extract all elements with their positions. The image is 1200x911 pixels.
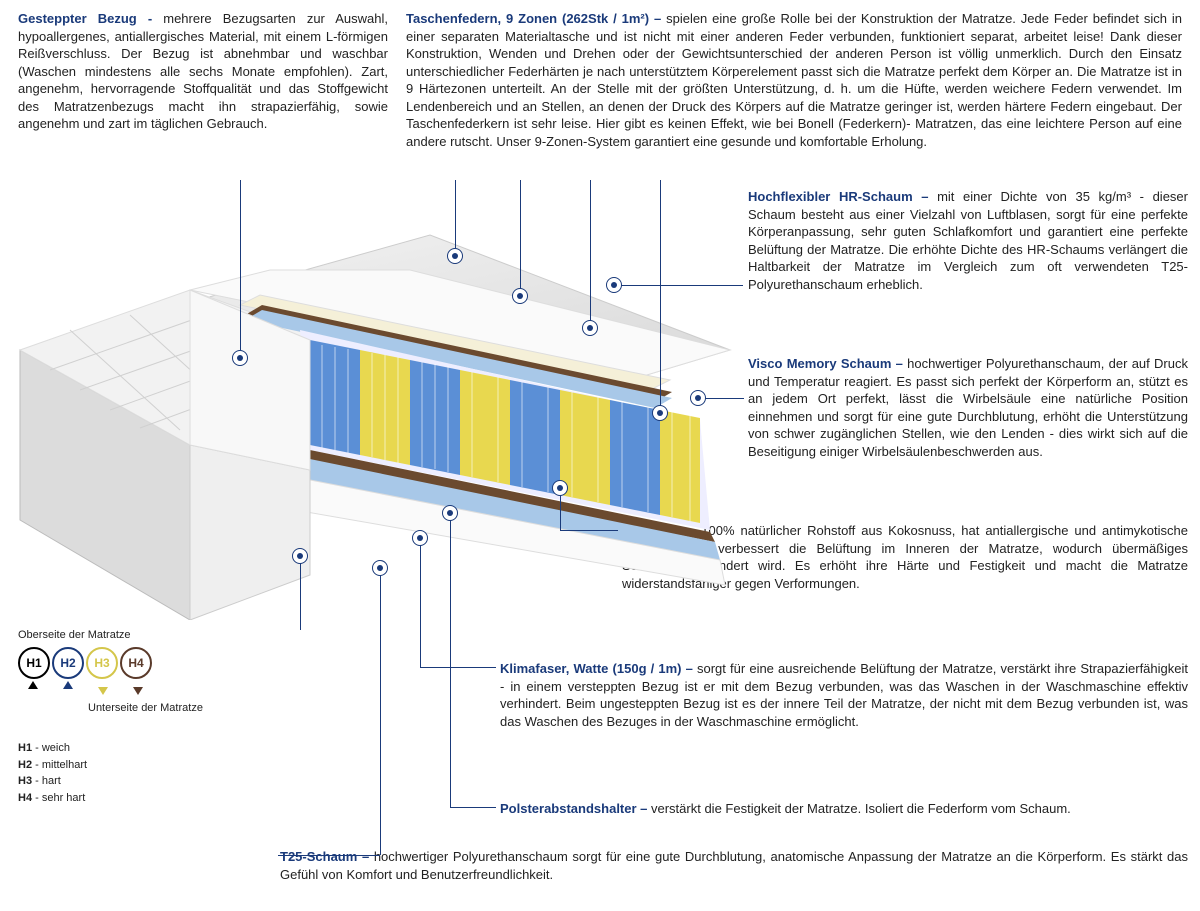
block-t25: T25-Schaum – hochwertiger Polyurethansch… xyxy=(280,848,1188,883)
callout-dot-icon xyxy=(512,288,528,304)
callout-line xyxy=(660,180,661,410)
callout-dot-icon xyxy=(412,530,428,546)
heading-cover: Gesteppter Bezug - xyxy=(18,11,163,26)
callout-dot-icon xyxy=(606,277,622,293)
legend-arrows-icon xyxy=(18,681,163,699)
callout-line xyxy=(455,180,456,250)
callout-dot-icon xyxy=(442,505,458,521)
callout-line xyxy=(240,180,241,350)
block-cover: Gesteppter Bezug - mehrere Bezugsarten z… xyxy=(18,10,388,150)
callout-line xyxy=(420,667,496,668)
hardness-h3: H3 xyxy=(86,647,118,679)
callout-dot-icon xyxy=(447,248,463,264)
heading-klima: Klimafaser, Watte (150g / 1m) – xyxy=(500,661,697,676)
body-visco: hochwertiger Polyurethanschaum, der auf … xyxy=(748,356,1188,459)
callout-line xyxy=(450,807,496,808)
block-hr-foam: Hochflexibler HR-Schaum – mit einer Dich… xyxy=(748,188,1188,293)
heading-t25: T25-Schaum – xyxy=(280,849,374,864)
callout-line xyxy=(618,285,743,286)
hardness-h1: H1 xyxy=(18,647,50,679)
callout-line xyxy=(520,180,521,290)
legend-circles: H1 H2 H3 H4 xyxy=(18,647,203,679)
hardness-list: H1 - weich H2 - mittelhart H3 - hart H4 … xyxy=(18,740,87,806)
hardness-h4: H4 xyxy=(120,647,152,679)
heading-springs: Taschenfedern, 9 Zonen (262Stk / 1m²) – xyxy=(406,11,666,26)
callout-line xyxy=(560,530,618,531)
block-visco: Visco Memory Schaum – hochwertiger Polyu… xyxy=(748,355,1188,460)
block-klimafaser: Klimafaser, Watte (150g / 1m) – sorgt fü… xyxy=(500,660,1188,730)
callout-dot-icon xyxy=(552,480,568,496)
body-hr: mit einer Dichte von 35 kg/m³ - dieser S… xyxy=(748,189,1188,292)
body-polster: verstärkt die Festigkeit der Matratze. I… xyxy=(651,801,1071,816)
body-cover: mehrere Bezugsarten zur Auswahl, hypoall… xyxy=(18,11,388,131)
callout-dot-icon xyxy=(292,548,308,564)
callout-line xyxy=(380,570,381,855)
hardness-h2: H2 xyxy=(52,647,84,679)
list-item: H4 - sehr hart xyxy=(18,790,87,807)
body-springs: spielen eine große Rolle bei der Konstru… xyxy=(406,11,1182,149)
body-t25: hochwertiger Polyurethanschaum sorgt für… xyxy=(280,849,1188,882)
callout-line xyxy=(700,398,744,399)
block-polster: Polsterabstandshalter – verstärkt die Fe… xyxy=(500,800,1188,818)
heading-hr: Hochflexibler HR-Schaum – xyxy=(748,189,937,204)
legend-top-label: Oberseite der Matratze xyxy=(18,628,203,643)
list-item: H3 - hart xyxy=(18,773,87,790)
legend-bottom-label: Unterseite der Matratze xyxy=(88,701,203,716)
callout-dot-icon xyxy=(582,320,598,336)
callout-line xyxy=(420,540,421,667)
callout-line xyxy=(590,180,591,325)
callout-line xyxy=(300,560,301,630)
callout-line xyxy=(278,855,380,856)
list-item: H2 - mittelhart xyxy=(18,757,87,774)
callout-dot-icon xyxy=(372,560,388,576)
top-row: Gesteppter Bezug - mehrere Bezugsarten z… xyxy=(18,10,1182,150)
heading-visco: Visco Memory Schaum – xyxy=(748,356,907,371)
block-springs: Taschenfedern, 9 Zonen (262Stk / 1m²) – … xyxy=(406,10,1182,150)
callout-dot-icon xyxy=(652,405,668,421)
hardness-legend: Oberseite der Matratze H1 H2 H3 H4 Unter… xyxy=(18,628,203,716)
callout-line xyxy=(560,490,561,530)
list-item: H1 - weich xyxy=(18,740,87,757)
callout-dot-icon xyxy=(690,390,706,406)
heading-polster: Polsterabstandshalter – xyxy=(500,801,651,816)
callout-dot-icon xyxy=(232,350,248,366)
callout-line xyxy=(450,515,451,807)
